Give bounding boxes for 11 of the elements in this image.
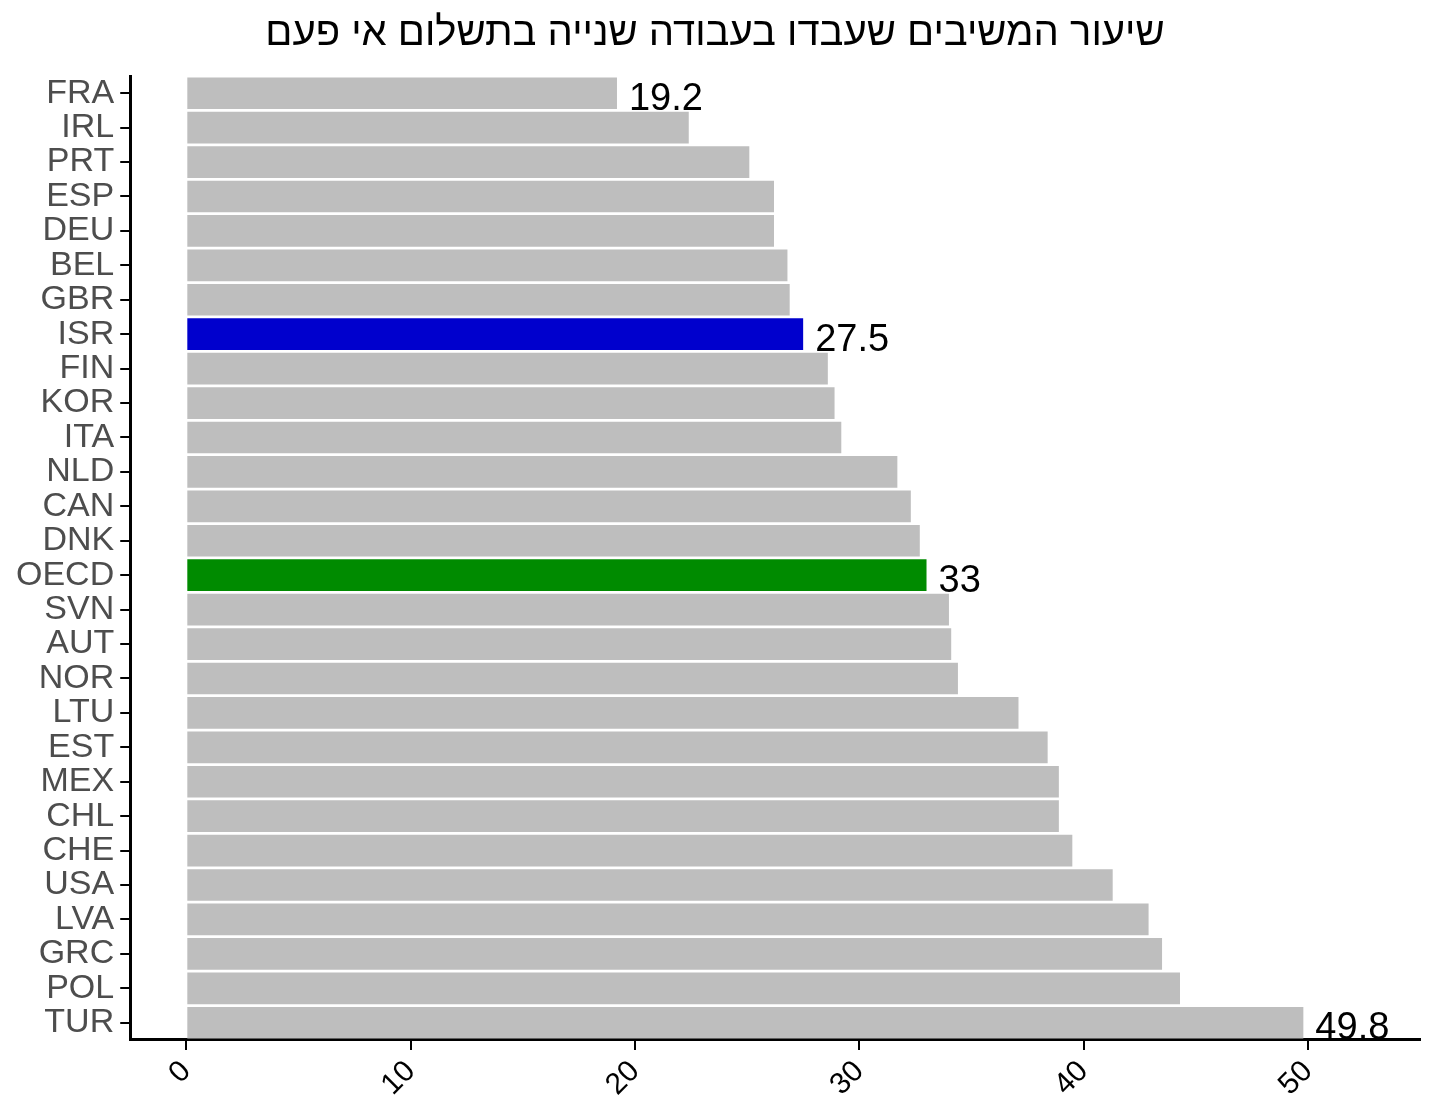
x-tick-label: 40 (1046, 1053, 1094, 1101)
data-label: 49.8 (1315, 1005, 1390, 1048)
x-tick-label: 20 (598, 1053, 646, 1101)
x-tick-label: 10 (373, 1053, 421, 1101)
x-tick-label: 50 (1271, 1053, 1318, 1101)
x-tick-label: 0 (161, 1053, 197, 1089)
data-label: 27.5 (815, 316, 890, 359)
data-label: 19.2 (628, 75, 703, 118)
data-label: 33 (938, 557, 981, 600)
x-tick-label: 30 (822, 1053, 870, 1101)
chart-title: שיעור המשיבים שעבדו בעבודה שנייה בתשלום אי פעם (265, 9, 1165, 54)
